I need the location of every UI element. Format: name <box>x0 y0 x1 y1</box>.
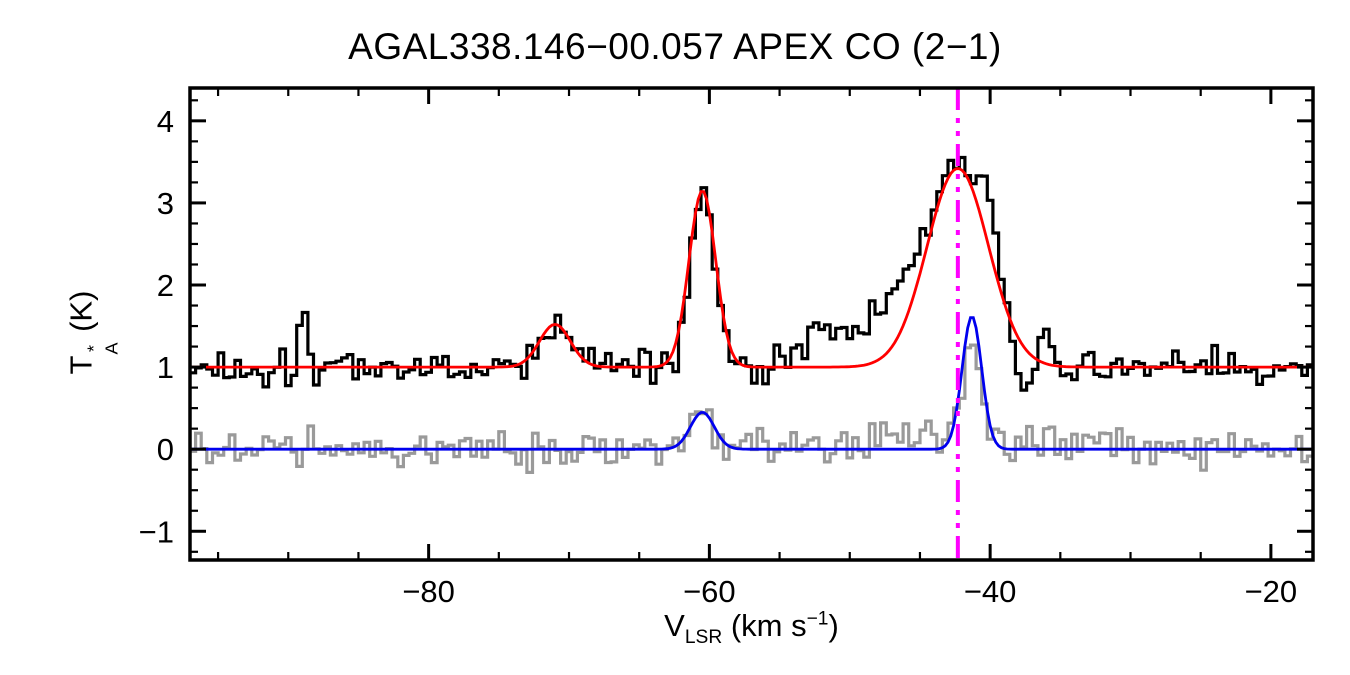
y-tick-label: −1 <box>139 514 174 549</box>
red-gaussian-fit-path <box>190 167 1313 369</box>
y-axis-label-supsub: * A <box>83 342 122 355</box>
y-tick-label: 1 <box>157 350 174 385</box>
blue-gaussian-fit-path <box>190 316 1313 451</box>
y-axis-label-unit: (K) <box>63 290 99 341</box>
black-co21-spectrum-offset1-path <box>190 155 1313 392</box>
axis-frame <box>188 86 1315 562</box>
x-tick-label: −80 <box>402 574 455 609</box>
x-axis-label-symbol: V <box>664 608 685 643</box>
x-axis-label: VLSR (km s−1) <box>664 608 839 649</box>
plot-title: AGAL338.146−00.057 APEX CO (2−1) <box>348 26 1002 67</box>
y-axis-label-symbol: T <box>63 355 99 375</box>
y-tick-label: 0 <box>157 432 174 467</box>
y-tick-label: 3 <box>157 186 174 221</box>
x-tick-label: −40 <box>964 574 1017 609</box>
gray-spectrum-offset0-path <box>190 343 1313 474</box>
series-group <box>190 88 1313 560</box>
x-tick-label: −20 <box>1245 574 1298 609</box>
y-tick-label: 2 <box>157 268 174 303</box>
y-axis-label: T * A (K) <box>63 203 122 463</box>
x-tick-label: −60 <box>683 574 736 609</box>
y-tick-label: 4 <box>157 104 174 139</box>
